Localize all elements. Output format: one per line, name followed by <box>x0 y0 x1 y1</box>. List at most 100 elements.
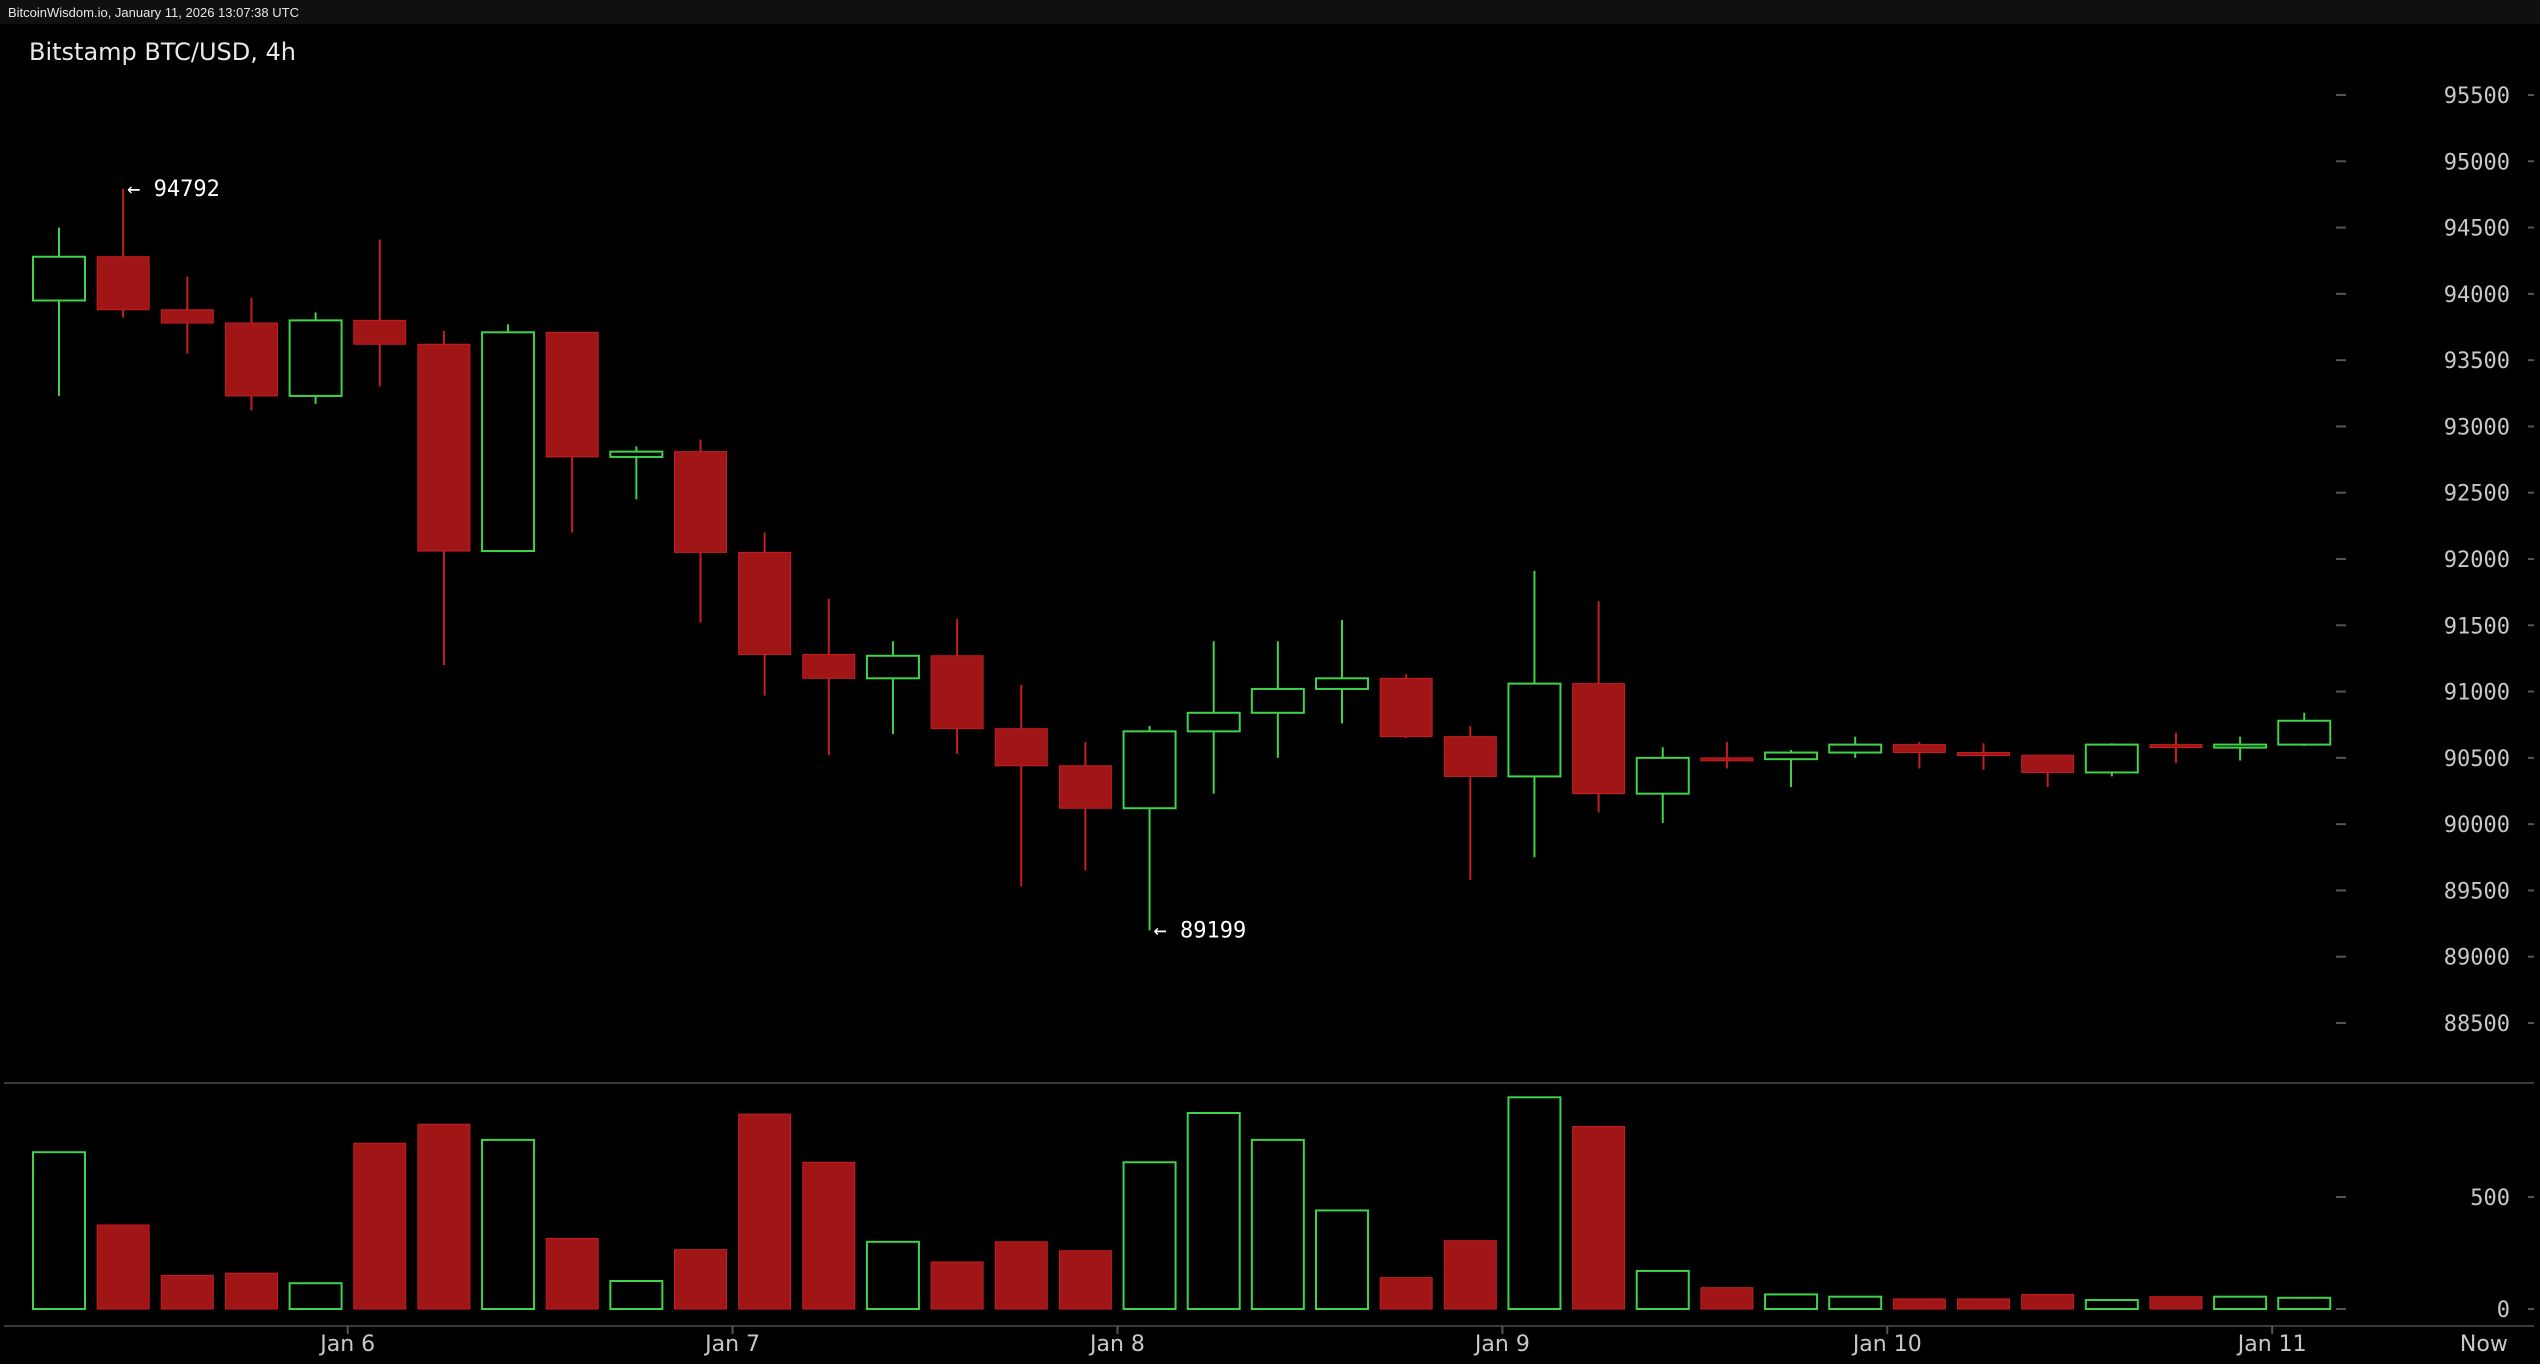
chart-title: Bitstamp BTC/USD, 4h <box>29 38 296 66</box>
time-axis-label: Jan 8 <box>1088 1332 1145 1357</box>
candle-body <box>1507 682 1562 778</box>
candle-body <box>1250 687 1305 714</box>
candle-down <box>96 188 150 318</box>
candle-up <box>1122 726 1177 931</box>
volume-bar-down <box>1957 1298 2010 1310</box>
volume-bar-down <box>738 1113 792 1310</box>
candle-body <box>1315 677 1369 690</box>
price-tick-label: 88500 <box>2444 1012 2510 1037</box>
candle-body <box>802 653 856 679</box>
volume-bar-down <box>417 1123 471 1310</box>
volume-bars-layer <box>32 1096 2332 1311</box>
volume-bar-up <box>865 1240 920 1311</box>
candle-down <box>1700 741 1754 769</box>
price-tick-label: 94000 <box>2444 283 2510 308</box>
candle-down <box>1572 601 1626 813</box>
volume-bar-down <box>353 1142 407 1310</box>
candle-body <box>1058 765 1112 809</box>
price-axis: 88500 89000 89500 90000 90500 91000 91500 92000… <box>2336 84 2534 1037</box>
candle-up <box>288 312 343 404</box>
candle-body <box>1379 677 1433 738</box>
volume-bar-up <box>1186 1112 1241 1310</box>
candle-down <box>1957 743 2010 770</box>
time-axis-label: Jan 7 <box>703 1332 760 1357</box>
candle-up <box>32 227 86 396</box>
candle-up <box>1764 749 1819 788</box>
candle-up <box>2084 743 2139 777</box>
volume-bar-up <box>1315 1209 1369 1310</box>
candle-body <box>2149 744 2203 749</box>
price-tick-label: 91000 <box>2444 681 2510 706</box>
volume-axis: 0 500 <box>2336 1186 2534 1323</box>
candle-body <box>1635 756 1690 795</box>
time-axis-label: Jan 10 <box>1851 1332 1922 1357</box>
candle-up <box>1635 747 1690 823</box>
volume-bar-up <box>1122 1161 1177 1311</box>
volume-bar-down <box>2021 1293 2075 1310</box>
volume-bar-down <box>1892 1298 1946 1310</box>
volume-bar-up <box>1828 1295 1883 1311</box>
candle-body <box>1122 730 1177 810</box>
candle-up <box>1250 641 1305 758</box>
volume-bar-down <box>1443 1240 1497 1310</box>
volume-bar-down <box>2149 1296 2203 1310</box>
price-tick-label: 89000 <box>2444 946 2510 971</box>
volume-bar-up <box>2213 1295 2268 1311</box>
candle-down <box>994 684 1048 887</box>
price-tick-label: 89500 <box>2444 879 2510 904</box>
volume-bar-up <box>2277 1296 2332 1311</box>
candle-down <box>930 618 984 754</box>
candle-body <box>1700 757 1754 762</box>
candle-up <box>481 324 536 553</box>
candle-down <box>545 331 599 533</box>
time-axis-label: Jan 6 <box>318 1332 375 1357</box>
candle-body <box>1764 751 1819 761</box>
price-tick-label: 90500 <box>2444 747 2510 772</box>
candle-down <box>738 532 792 696</box>
candle-down <box>224 297 278 411</box>
volume-bar-up <box>609 1280 664 1310</box>
volume-bar-up <box>2084 1299 2139 1311</box>
source-timestamp: BitcoinWisdom.io, January 11, 2026 13:07… <box>8 5 299 20</box>
candle-down <box>2149 732 2203 764</box>
time-axis-label: Now <box>2460 1332 2508 1357</box>
candle-body <box>2084 743 2139 774</box>
volume-bar-down <box>96 1224 150 1310</box>
candle-up <box>2277 712 2332 746</box>
candle-body <box>417 343 471 552</box>
price-tick-label: 90000 <box>2444 813 2510 838</box>
volume-bar-down <box>674 1249 727 1310</box>
candle-body <box>865 654 920 680</box>
candle-down <box>160 276 214 354</box>
candle-body <box>353 319 407 345</box>
candle-body <box>1892 744 1946 754</box>
candle-body <box>481 331 536 553</box>
candle-down <box>1379 674 1433 738</box>
volume-bar-up <box>1507 1096 1562 1310</box>
volume-bar-down <box>1700 1287 1754 1310</box>
volume-bar-up <box>1764 1293 1819 1310</box>
volume-tick-label: 0 <box>2497 1298 2510 1323</box>
candle-body <box>96 256 150 311</box>
volume-bar-down <box>224 1272 278 1310</box>
candle-body <box>930 655 984 730</box>
candle-body <box>1186 711 1241 733</box>
candle-up <box>609 446 664 500</box>
price-tick-label: 95500 <box>2444 84 2510 109</box>
candle-down <box>2021 754 2075 788</box>
top-bar: BitcoinWisdom.io, January 11, 2026 13:07… <box>0 0 2540 24</box>
volume-bar-down <box>994 1241 1048 1310</box>
price-tick-label: 95000 <box>2444 150 2510 175</box>
candle-body <box>1957 752 2010 757</box>
time-axis-label: Jan 9 <box>1473 1332 1530 1357</box>
candle-up <box>865 641 920 734</box>
volume-bar-down <box>1379 1277 1433 1310</box>
volume-bar-up <box>1250 1138 1305 1310</box>
time-axis-label: Jan 11 <box>2236 1332 2307 1357</box>
candle-down <box>1058 741 1112 871</box>
volume-bar-down <box>1572 1125 1626 1310</box>
candle-down <box>674 439 727 623</box>
volume-bar-down <box>802 1161 856 1310</box>
candle-body <box>1828 743 1883 754</box>
